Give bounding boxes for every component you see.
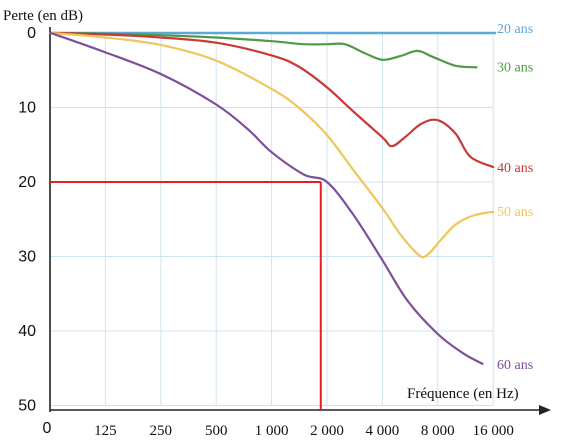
series-labels: 20 ans 30 ans 40 ans 50 ans 60 ans	[497, 22, 533, 373]
x-axis-label: Fréquence (en Hz)	[407, 386, 519, 402]
x-axis-arrow-icon	[539, 405, 551, 415]
series-label: 60 ans	[497, 358, 533, 373]
series-label: 50 ans	[497, 205, 533, 220]
y-tick-label: 50	[18, 398, 36, 415]
series-label: 40 ans	[497, 161, 533, 176]
x-tick-label: 16 000	[473, 423, 514, 439]
x-tick-label: 8 000	[421, 423, 455, 439]
x-tick-label: 2 000	[310, 423, 344, 439]
x-tick-label: 1 000	[255, 423, 289, 439]
y-tick-label: 20	[18, 174, 36, 191]
grid	[50, 33, 494, 406]
x-tick-label: 250	[150, 423, 173, 439]
reading-lines	[50, 181, 322, 410]
y-tick-label: 40	[18, 323, 36, 340]
y-tick-label: 10	[18, 100, 36, 117]
series-line-50-ans	[49, 31, 495, 259]
series-line-60-ans	[49, 31, 484, 365]
series-label: 20 ans	[497, 22, 533, 37]
x-tick-label: 125	[94, 423, 117, 439]
series-line-30-ans	[49, 31, 478, 69]
axes	[49, 27, 551, 415]
y-tick-label: 30	[18, 249, 36, 266]
x-tick-label: 500	[205, 423, 228, 439]
series-line-40-ans	[49, 31, 495, 169]
y-axis-label: Perte (en dB)	[3, 8, 83, 24]
series-group	[49, 31, 497, 365]
series-label: 30 ans	[497, 60, 533, 75]
x-tick-label: 4 000	[366, 423, 400, 439]
y-tick-label: 0	[27, 25, 36, 42]
x-origin-label: 0	[43, 420, 52, 437]
